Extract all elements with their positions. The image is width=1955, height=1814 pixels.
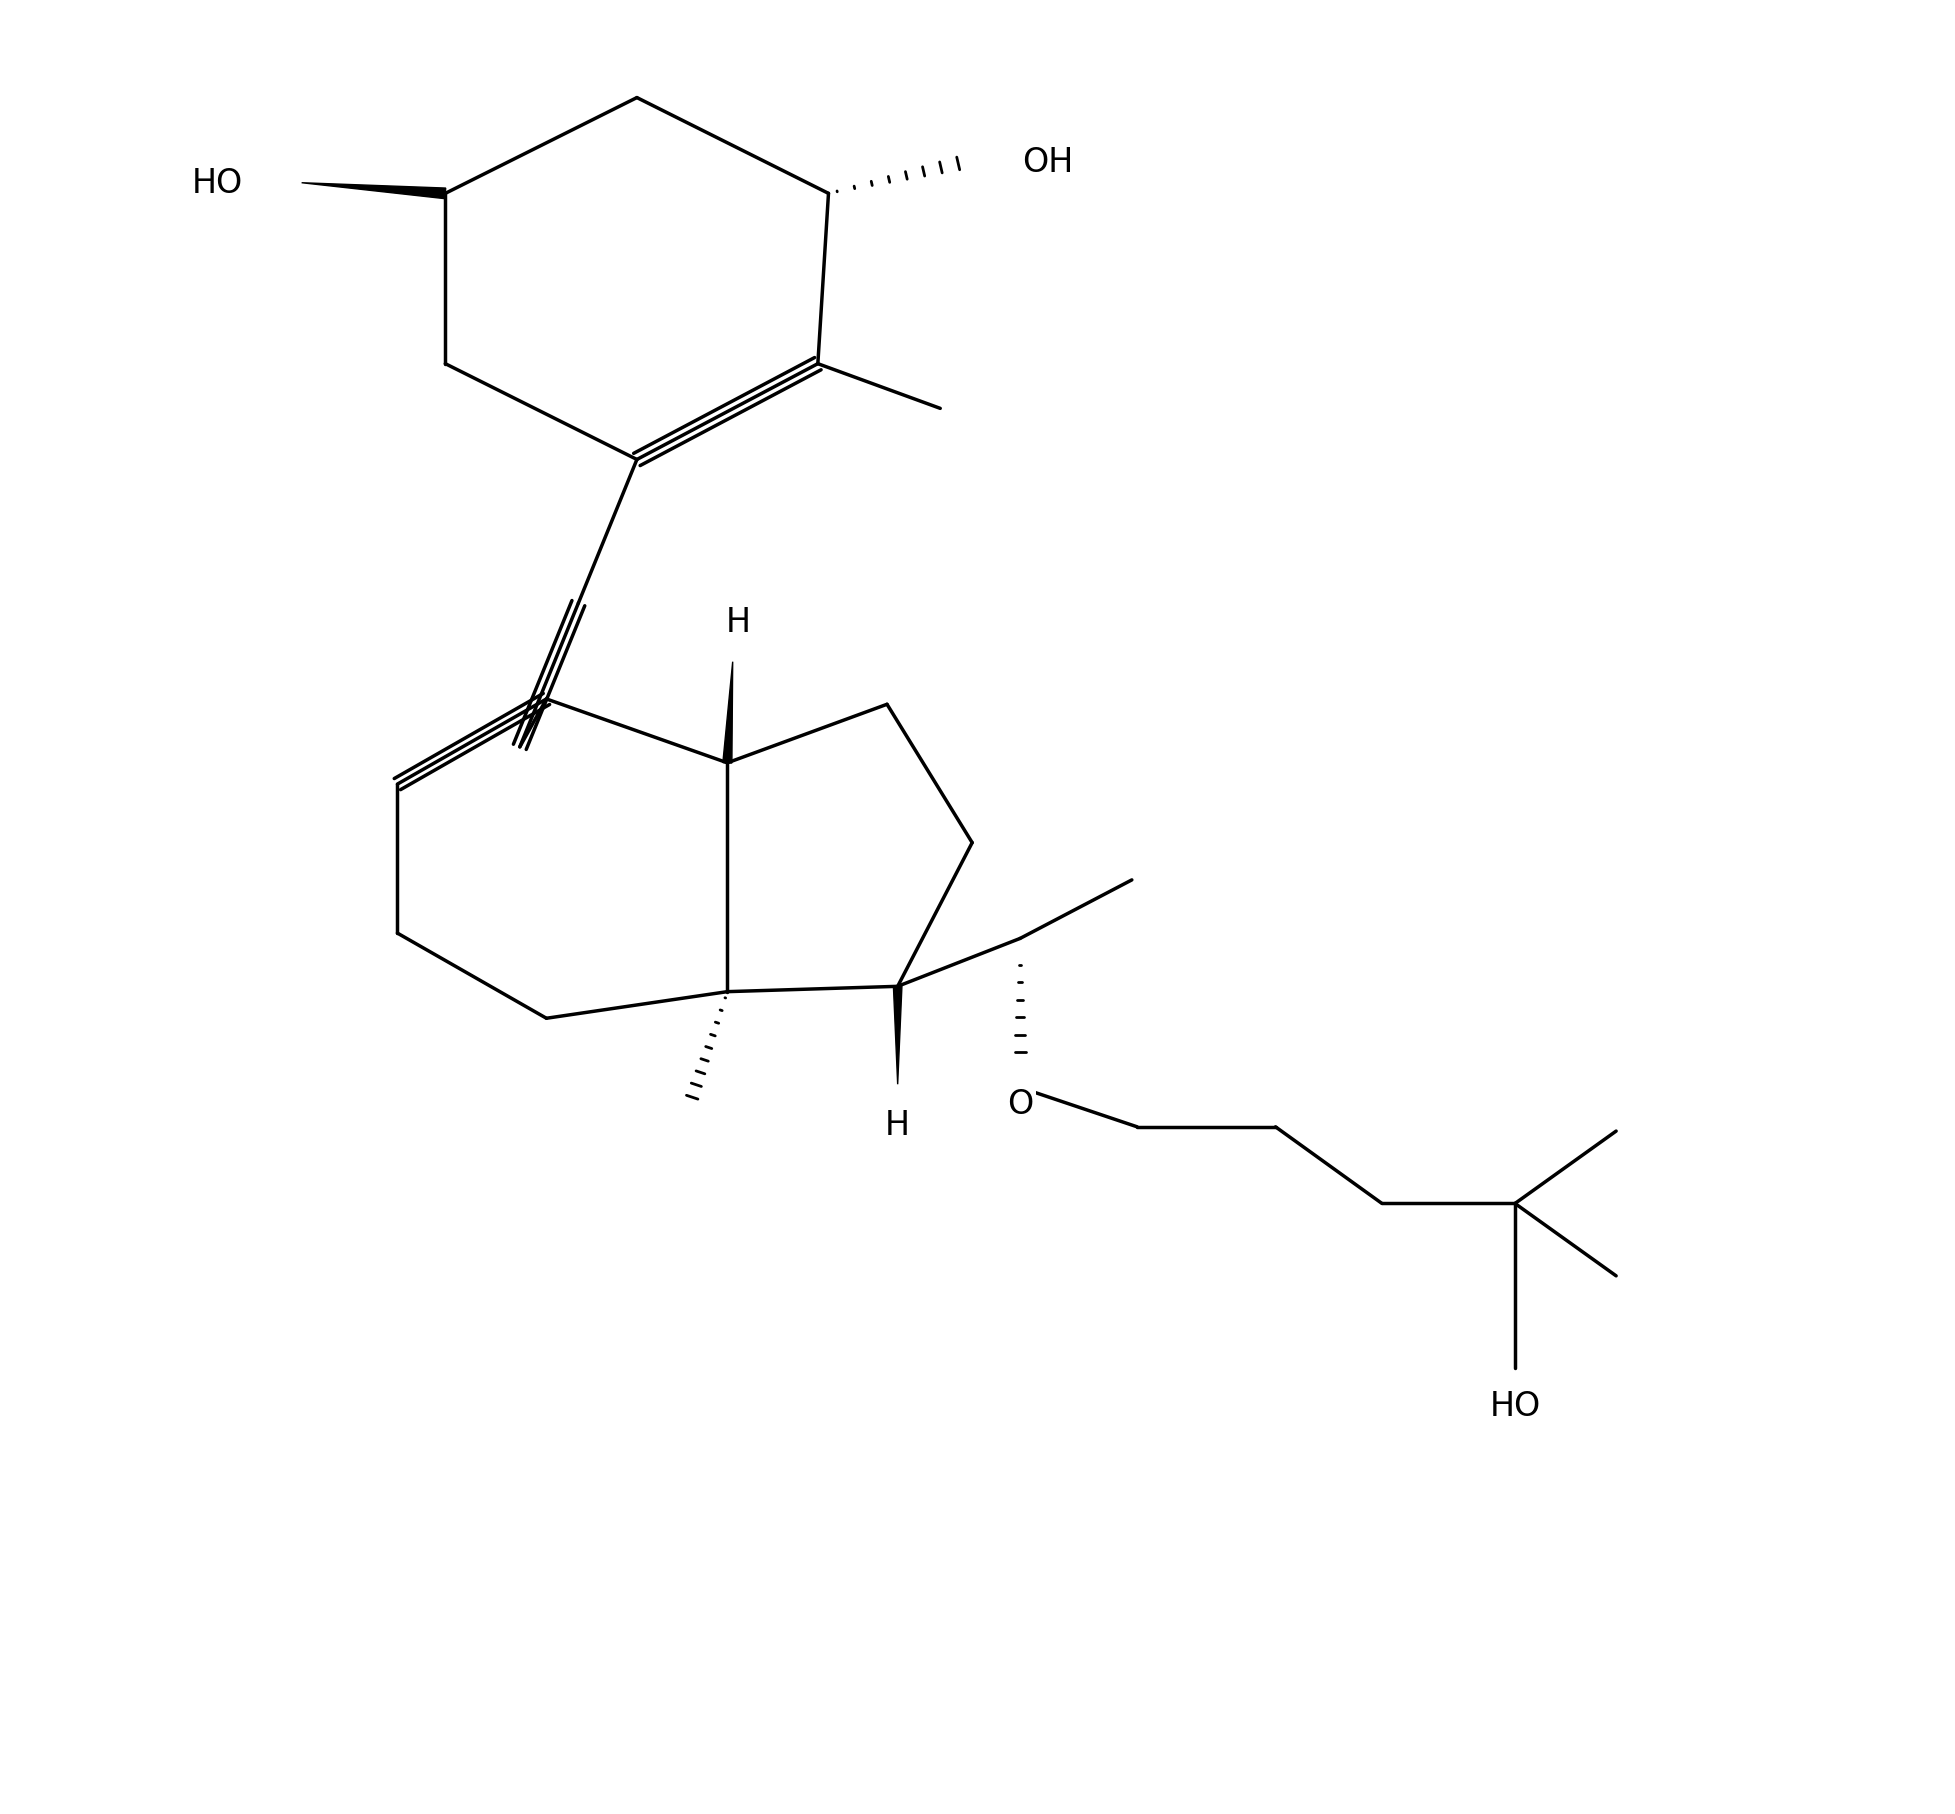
Polygon shape — [301, 183, 446, 200]
Text: OH: OH — [1022, 145, 1073, 180]
Polygon shape — [723, 662, 733, 764]
Polygon shape — [893, 987, 901, 1085]
Text: H: H — [725, 606, 751, 639]
Text: O: O — [1007, 1087, 1032, 1121]
Text: HO: HO — [1490, 1390, 1541, 1422]
Text: HO: HO — [192, 167, 242, 200]
Text: H: H — [886, 1108, 911, 1141]
